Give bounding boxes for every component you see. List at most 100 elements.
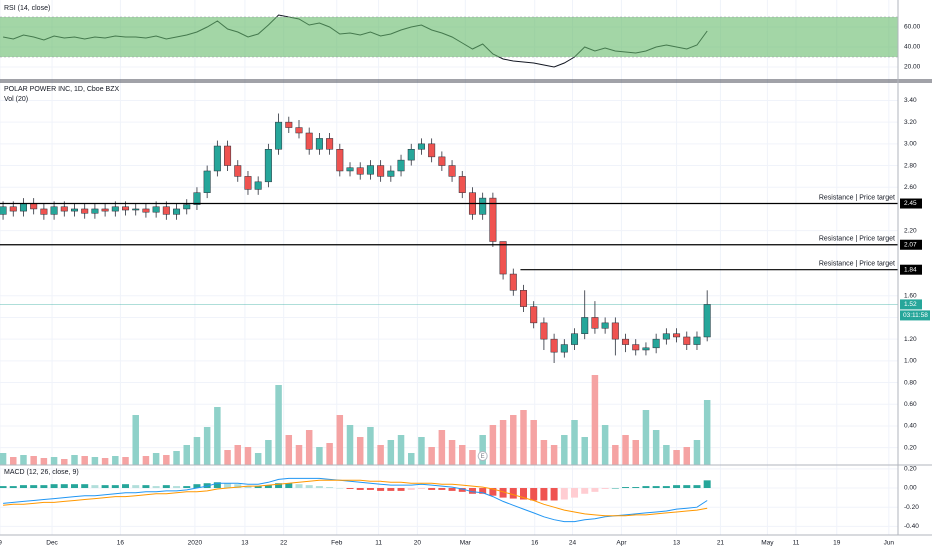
volume-bar: [642, 410, 650, 465]
macd-histogram-bar: [652, 486, 660, 489]
candle-body: [642, 347, 650, 351]
macd-histogram-bar: [458, 488, 466, 492]
x-tick-label: 11: [375, 540, 382, 547]
volume-bar: [356, 437, 364, 465]
macd-histogram-bar: [183, 486, 191, 489]
volume-bar: [591, 375, 599, 465]
countdown-label: 03:11:58: [903, 312, 928, 319]
macd-histogram-bar: [397, 488, 405, 491]
macd-histogram-bar: [428, 488, 436, 490]
volume-bar: [173, 451, 180, 465]
candle-body: [377, 165, 385, 177]
macd-histogram-bar: [468, 488, 476, 494]
candle-body: [356, 167, 364, 175]
y-tick-label: 0.20: [904, 444, 917, 451]
macd-histogram-bar: [387, 488, 395, 491]
macd-histogram-bar: [642, 486, 650, 489]
macd-histogram-bar: [0, 486, 7, 489]
volume-bar: [489, 425, 497, 465]
candle-body: [0, 206, 7, 215]
candle-body: [70, 208, 78, 212]
candle-body: [50, 206, 58, 215]
macd-histogram-bar: [81, 484, 89, 489]
volume-bar: [20, 455, 27, 465]
candle-body: [336, 149, 344, 172]
macd-histogram-bar: [509, 488, 517, 499]
volume-bar: [244, 447, 252, 465]
price-badge: [900, 264, 922, 275]
volume-bar: [152, 453, 160, 465]
volume-bar: [71, 455, 78, 465]
volume-bar: [683, 447, 691, 465]
candle-body: [397, 159, 405, 172]
candle-body: [111, 206, 119, 212]
candle-body: [428, 143, 436, 158]
macd-histogram-bar: [632, 487, 640, 489]
candle-body: [224, 145, 232, 166]
x-tick-label: 13: [673, 540, 681, 547]
volume-bar: [571, 420, 578, 465]
volume-bar: [581, 437, 588, 465]
x-tick-label: 11: [793, 540, 800, 547]
volume-bar: [673, 450, 680, 465]
macd-histogram-bar: [101, 485, 109, 489]
candle-body: [519, 290, 527, 307]
volume-bar: [305, 430, 313, 465]
y-tick-label: 2.80: [904, 162, 917, 169]
candle-body: [9, 206, 17, 212]
y-tick-label: 3.40: [904, 97, 917, 104]
candle-body: [366, 165, 374, 175]
volume-bar: [459, 445, 466, 465]
volume-legend: Vol (20): [4, 96, 28, 103]
resistance-text: Resistance | Price target: [819, 261, 895, 268]
macd-histogram-bar: [346, 488, 354, 489]
candle-body: [173, 208, 181, 215]
volume-bar: [132, 415, 139, 465]
candle-body: [683, 336, 691, 345]
candle-body: [458, 176, 466, 193]
candle-body: [122, 206, 130, 211]
macd-histogram-bar: [244, 486, 252, 489]
macd-histogram-bar: [173, 486, 181, 489]
macd-histogram-bar: [19, 485, 27, 489]
volume-bar: [316, 447, 323, 465]
macd-histogram-bar: [224, 483, 232, 489]
macd-histogram-bar: [264, 485, 272, 489]
x-tick-label: Mar: [460, 540, 472, 547]
x-tick-label: 13: [241, 540, 249, 547]
macd-histogram-bar: [499, 488, 507, 498]
y-tick-label: 0.20: [904, 466, 917, 473]
candle-body: [530, 306, 538, 324]
candle-body: [479, 197, 487, 215]
macd-line: [3, 477, 708, 523]
volume-bar: [254, 453, 262, 465]
volume-bar: [561, 435, 568, 465]
earnings-label: E: [481, 454, 485, 460]
x-tick-label: 9: [0, 540, 2, 547]
macd-histogram-bar: [142, 485, 150, 489]
candle-body: [81, 208, 89, 214]
candle-body: [703, 304, 711, 338]
volume-bar: [163, 455, 170, 465]
volume-bar: [40, 458, 48, 465]
macd-histogram-bar: [132, 485, 140, 489]
macd-histogram-bar: [662, 486, 670, 489]
macd-histogram-bar: [417, 488, 425, 489]
macd-histogram-bar: [70, 484, 78, 489]
candle-body: [244, 176, 252, 190]
volume-bar: [367, 427, 374, 465]
y-tick-label: 1.20: [904, 336, 917, 343]
x-tick-label: Dec: [46, 540, 58, 547]
volume-bar: [663, 445, 670, 465]
y-tick-label: 3.00: [904, 141, 917, 148]
volume-bar: [479, 435, 486, 465]
volume-bar: [61, 459, 68, 465]
volume-bar: [285, 435, 293, 465]
macd-histogram-bar: [275, 483, 283, 489]
candle-body: [673, 333, 681, 338]
volume-bar: [234, 445, 242, 465]
y-tick-label: 0.00: [904, 485, 917, 492]
x-tick-label: 16: [117, 540, 125, 547]
earnings-marker: [477, 451, 488, 461]
